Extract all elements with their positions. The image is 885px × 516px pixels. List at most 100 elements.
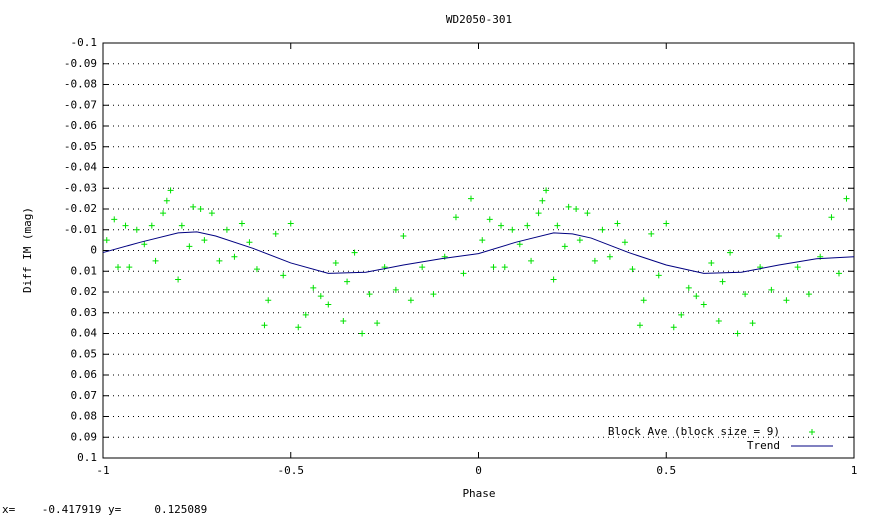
y-tick-label: -0.06 [64,119,97,132]
point [216,257,223,264]
point [614,220,621,227]
point [310,284,317,291]
y-tick-label: 0.08 [71,410,98,423]
point [231,253,238,260]
y-tick-label: -0.05 [64,140,97,153]
point [419,264,426,271]
point [742,291,749,298]
point [238,220,245,227]
point [344,278,351,285]
point [287,220,294,227]
point [783,297,790,304]
point [467,195,474,202]
point [163,197,170,204]
point [727,249,734,256]
point [374,320,381,327]
point [201,237,208,244]
y-axis-label: Diff IM (mag) [21,207,34,293]
point [734,330,741,337]
y-tick-label: -0.02 [64,202,97,215]
point [535,210,542,217]
point [670,324,677,331]
point [584,210,591,217]
y-tick-label: 0.06 [71,368,98,381]
point [621,239,628,246]
y-tick-label: -0.01 [64,223,97,236]
trend-line [102,231,855,274]
point [295,324,302,331]
point [678,311,685,318]
status-bar: x= -0.417919 y= 0.125089 [2,503,207,516]
y-tick-label: -0.03 [64,181,97,194]
point [460,270,467,277]
point [486,216,493,223]
point [843,195,850,202]
y-tick-label: 0 [90,244,97,257]
x-tick-label: 0.5 [656,464,676,477]
y-tick-label: 0.07 [71,389,98,402]
point [543,187,550,194]
legend-marker [809,429,815,435]
point [246,239,253,246]
point [573,206,580,212]
y-tick-label: 0.04 [71,327,98,340]
point [640,297,647,304]
point [317,293,324,300]
y-tick-label: 0.09 [71,430,98,443]
y-tick-label: -0.09 [64,57,97,70]
point [524,222,531,229]
y-tick-label: 0.03 [71,306,98,319]
x-tick-label: 0 [475,464,482,477]
y-tick-label: 0.02 [71,285,98,298]
point [498,222,505,229]
point [636,322,643,329]
point [280,272,287,279]
point [805,291,812,298]
y-tick-label: 0.01 [71,264,98,277]
plot-frame [102,42,855,459]
x-tick-label: -0.5 [278,464,305,477]
point [561,243,568,250]
point [452,214,459,221]
point [715,318,722,325]
x-tick-label: 1 [851,464,858,477]
point [407,297,414,304]
point [528,257,535,264]
point [501,264,508,271]
point [190,203,197,210]
legend-label: Trend [747,439,780,452]
point [599,226,606,233]
point [133,226,140,233]
point [685,284,692,291]
point [400,232,407,239]
point [178,222,185,229]
point [828,214,835,221]
point [111,216,118,223]
point [576,237,583,244]
point [591,257,598,264]
point [175,276,182,283]
point [167,187,174,194]
point [768,286,775,293]
point [148,222,155,229]
point [152,257,159,264]
chart-title: WD2050-301 [446,13,512,26]
point [708,259,715,266]
point [749,320,756,327]
y-tick-label: -0.04 [64,161,97,174]
point [794,264,801,271]
y-tick-label: -0.08 [64,78,97,91]
point [479,237,486,244]
point [565,203,572,210]
point [126,264,133,271]
y-tick-label: -0.1 [71,36,98,49]
point [775,232,782,239]
point [835,270,842,277]
point [103,237,110,244]
point [186,243,193,250]
point [606,253,613,260]
x-axis-label: Phase [462,487,495,500]
x-tick-label: -1 [96,464,109,477]
point [700,301,707,308]
